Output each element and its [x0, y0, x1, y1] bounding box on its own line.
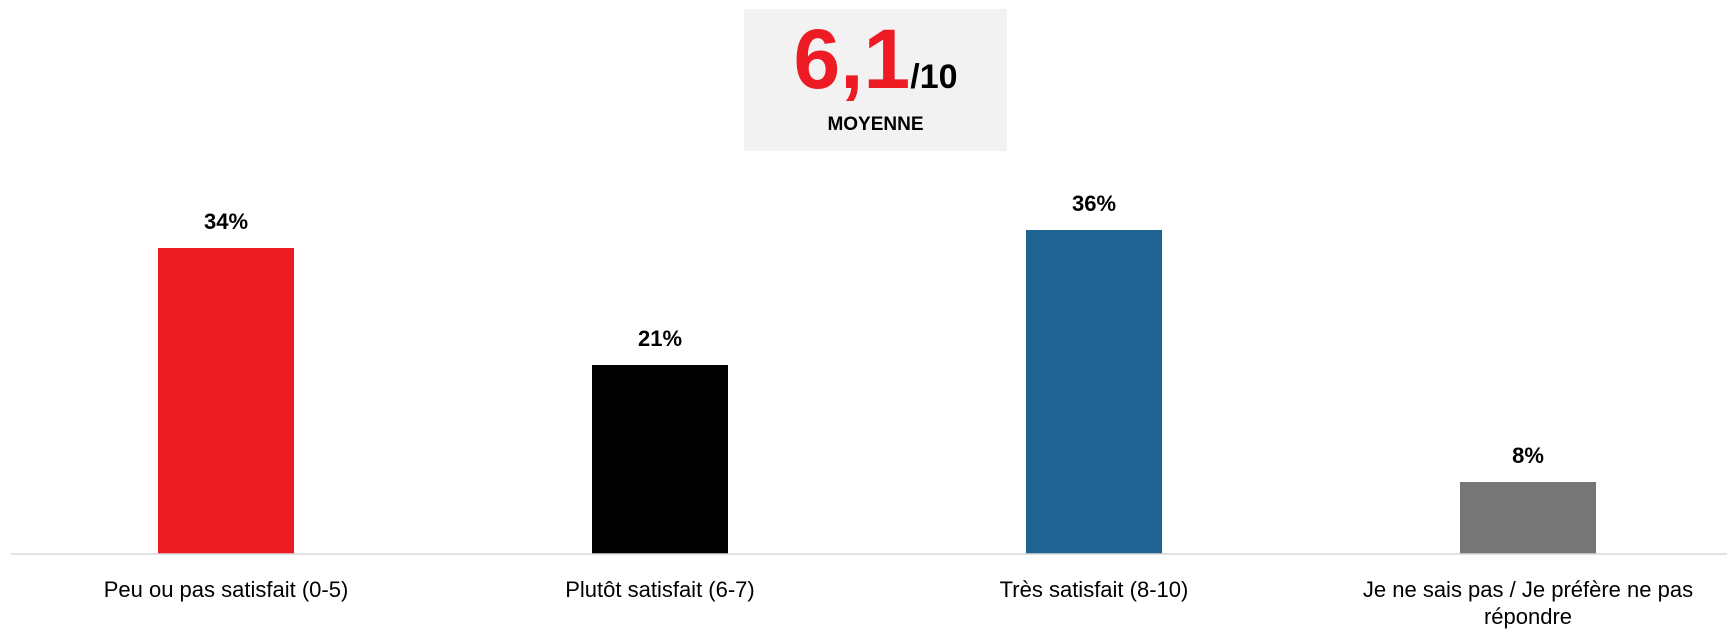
x-tick-label: Je ne sais pas / Je préfère ne pas répon… — [1362, 577, 1694, 629]
score-value: 6,1 — [793, 12, 911, 106]
value-label: 36% — [1072, 191, 1116, 216]
bar — [1026, 230, 1162, 554]
bar — [1460, 482, 1596, 554]
x-tick-label: Très satisfait (8-10) — [999, 577, 1189, 602]
value-label: 21% — [638, 326, 682, 351]
score-suffix: /10 — [910, 58, 958, 96]
bar — [592, 365, 728, 554]
x-tick-label: Peu ou pas satisfait (0-5) — [103, 577, 349, 602]
score-label: MOYENNE — [827, 114, 924, 135]
x-tick-label: Plutôt satisfait (6-7) — [565, 577, 755, 602]
score: 6,1/10 — [744, 17, 1007, 101]
value-label: 34% — [204, 209, 248, 234]
bar — [158, 248, 294, 554]
value-label: 8% — [1512, 443, 1544, 468]
average-callout: 6,1/10 MOYENNE — [744, 9, 1007, 151]
